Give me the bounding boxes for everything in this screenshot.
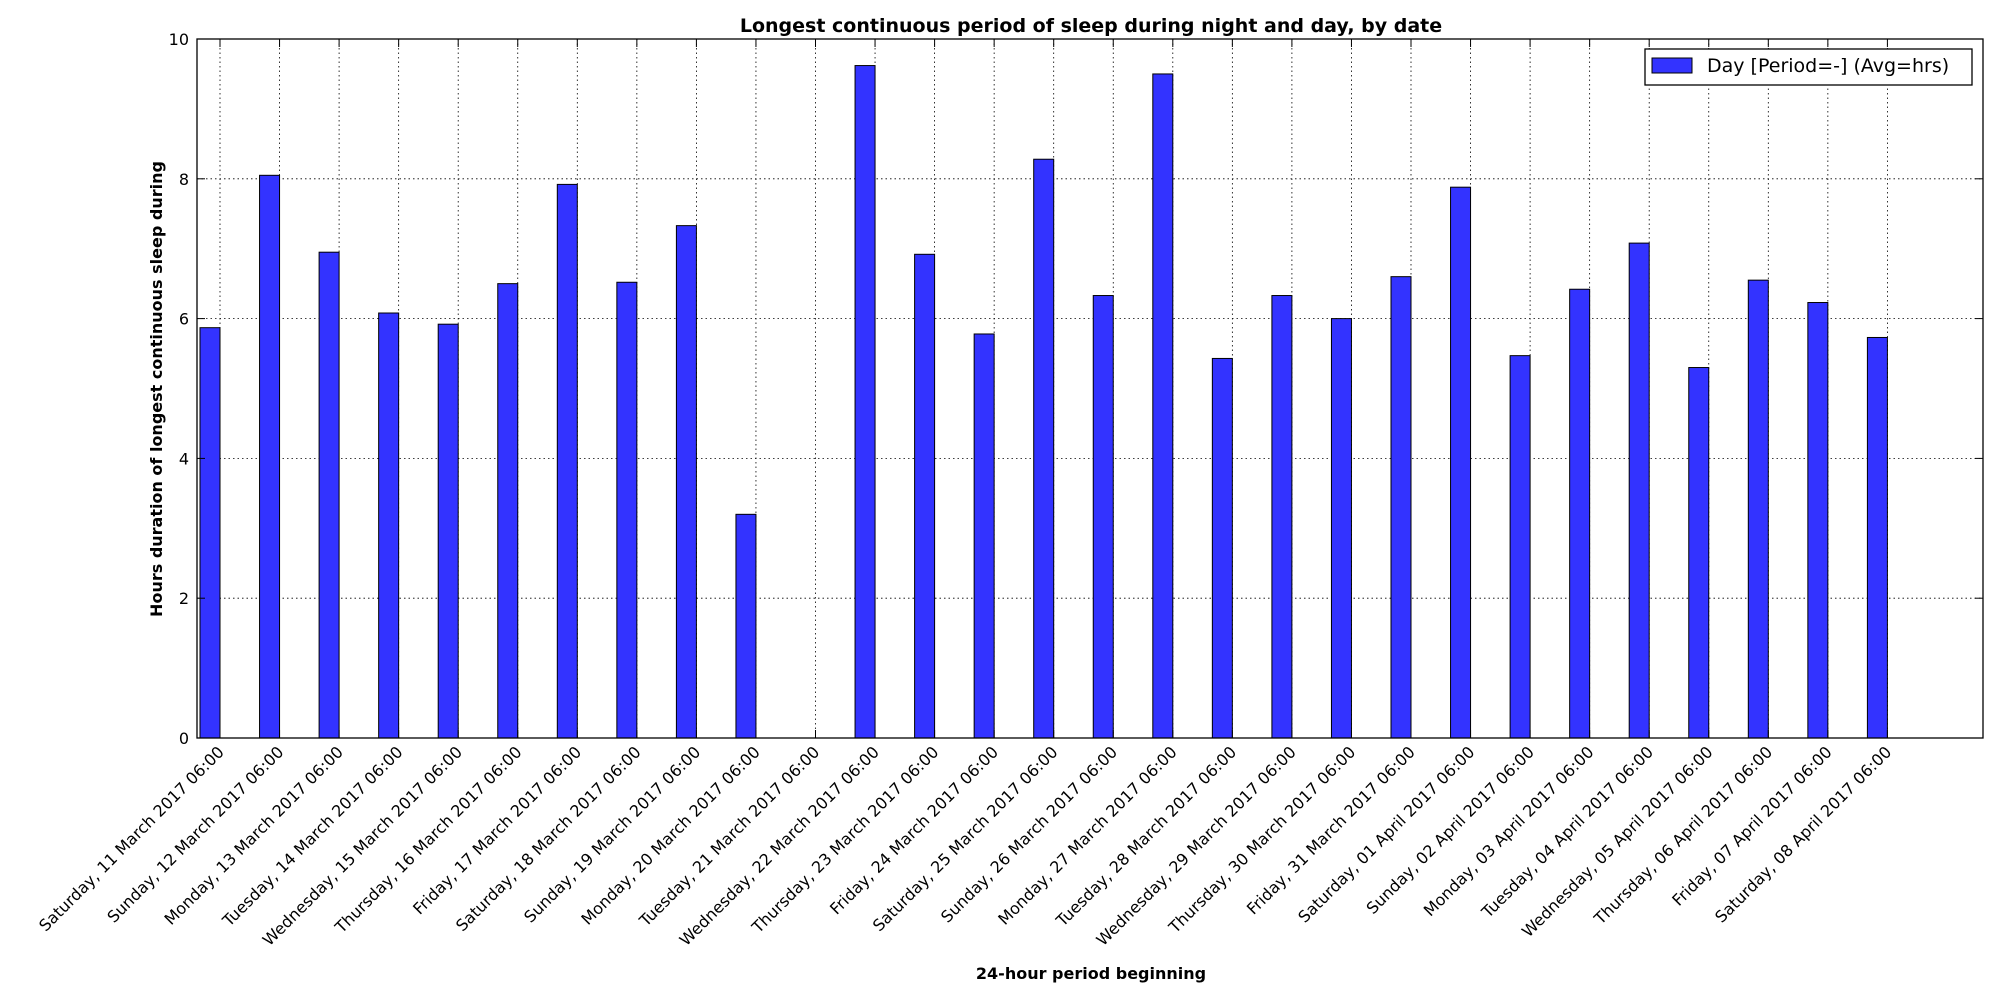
x-axis-label: 24-hour period beginning	[976, 964, 1206, 983]
bar	[1271, 295, 1293, 739]
bar	[1450, 186, 1472, 739]
y-axis-ticks: 0 2 4 6 8 10	[169, 30, 1983, 748]
y-tick-label: 6	[179, 310, 189, 329]
bar	[1152, 73, 1174, 739]
bar	[1866, 336, 1888, 739]
legend-label: Day [Period=-] (Avg=hrs)	[1707, 55, 1949, 77]
legend-frame	[1644, 48, 1973, 86]
bar	[1807, 302, 1829, 739]
chart-title: Longest continuous period of sleep durin…	[740, 15, 1442, 37]
bar	[1033, 158, 1055, 739]
bar	[1688, 367, 1710, 739]
grid-lines	[197, 38, 1983, 739]
bar	[973, 333, 995, 739]
bar	[1747, 279, 1769, 739]
bar	[735, 513, 757, 739]
bar	[497, 283, 519, 739]
bar	[556, 183, 578, 739]
bar	[1330, 318, 1352, 739]
bar	[675, 225, 697, 739]
bar	[1390, 276, 1412, 739]
bar-series	[199, 65, 1888, 739]
legend-swatch	[1651, 57, 1693, 74]
bar	[1628, 242, 1650, 739]
y-tick-label: 8	[179, 170, 189, 189]
bar	[1509, 355, 1531, 739]
bar	[378, 312, 400, 739]
bar	[616, 281, 638, 739]
bar	[318, 251, 340, 739]
bar	[259, 174, 281, 739]
plot-area-frame	[196, 38, 1984, 739]
y-tick-label: 0	[179, 729, 189, 748]
bar	[914, 253, 936, 739]
y-tick-label: 2	[179, 589, 189, 608]
bar	[854, 65, 876, 739]
bar	[199, 327, 221, 739]
bar	[1569, 288, 1591, 739]
bar	[437, 323, 459, 739]
y-axis-label: Hours duration of longest continuous sle…	[147, 161, 166, 617]
y-tick-label: 10	[169, 30, 189, 49]
y-tick-label: 4	[179, 449, 189, 468]
bar	[1211, 357, 1233, 739]
legend: Day [Period=-] (Avg=hrs)	[1644, 48, 1973, 86]
bar	[1092, 295, 1114, 739]
